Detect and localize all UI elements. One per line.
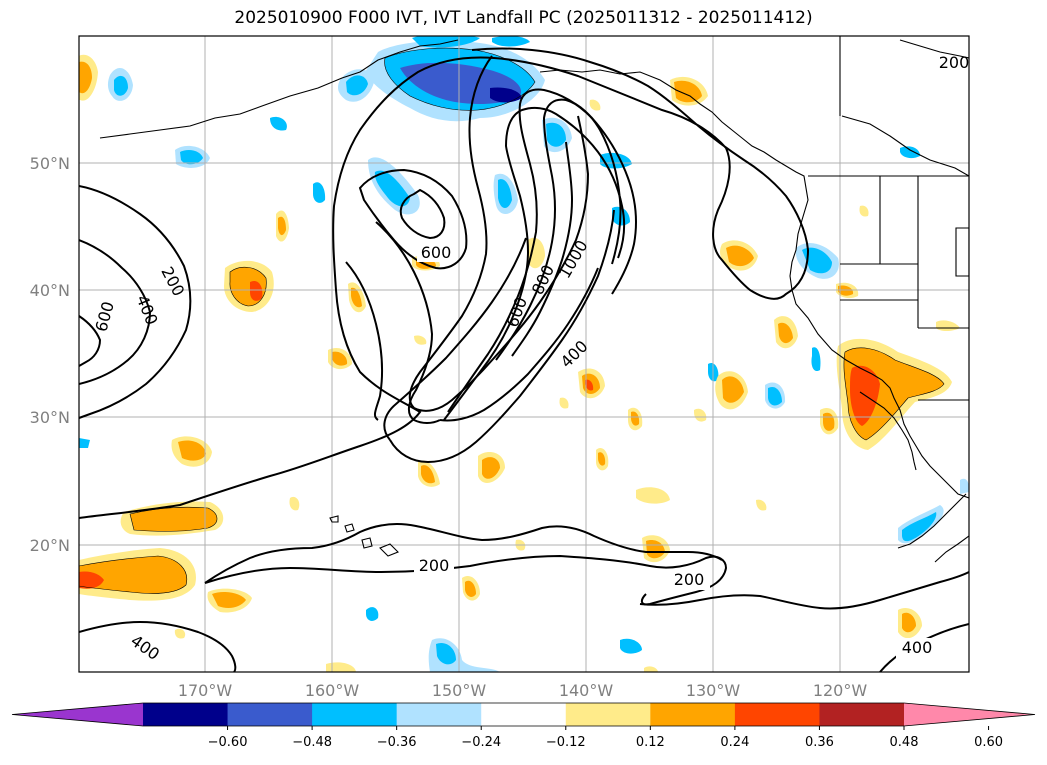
colorbar-box bbox=[650, 703, 736, 726]
gridlines bbox=[79, 36, 969, 672]
lon-label-160w: 160°W bbox=[305, 681, 360, 700]
colorbar: −0.60 −0.48 −0.36 −0.24 −0.12 0.12 0.24 0.36 0.4… bbox=[11, 702, 1036, 750]
map-title: 2025010900 F000 IVT, IVT Landfall PC (20… bbox=[234, 8, 813, 28]
colorbar-tick-label: −0.12 bbox=[546, 735, 586, 750]
colorbar-tick-label: −0.24 bbox=[461, 735, 501, 750]
contour-label-400-d: 400 bbox=[902, 638, 933, 657]
colorbar-box bbox=[312, 703, 398, 726]
colorbar-outline bbox=[11, 702, 1036, 727]
colorbar-box bbox=[734, 703, 820, 726]
pc-outlines bbox=[79, 47, 945, 594]
longitude-labels: 170°W 160°W 150°W 140°W 130°W 120°W bbox=[178, 681, 868, 700]
contour-label-600-a: 600 bbox=[421, 243, 452, 262]
contour-label-200-b: 200 bbox=[419, 556, 450, 575]
colorbar-tick-label: −0.48 bbox=[292, 735, 332, 750]
colorbar-box bbox=[143, 703, 229, 726]
lon-label-120w: 120°W bbox=[813, 681, 868, 700]
latitude-labels: 50°N 40°N 30°N 20°N bbox=[30, 154, 70, 555]
colorbar-box bbox=[819, 703, 905, 726]
colorbar-tick-label: 0.24 bbox=[720, 735, 749, 750]
lon-label-170w: 170°W bbox=[178, 681, 233, 700]
lat-label-30n: 30°N bbox=[30, 408, 70, 427]
lat-label-20n: 20°N bbox=[30, 536, 70, 555]
colorbar-tick-label: 0.12 bbox=[636, 735, 665, 750]
coastlines bbox=[99, 36, 969, 563]
lon-label-130w: 130°W bbox=[686, 681, 741, 700]
contour-label-200-d: 200 bbox=[939, 53, 970, 72]
map-panel bbox=[79, 36, 969, 672]
lat-label-50n: 50°N bbox=[30, 154, 70, 173]
pc-shading bbox=[79, 36, 969, 672]
colorbar-tick-label: 0.60 bbox=[974, 735, 1003, 750]
lon-label-150w: 150°W bbox=[432, 681, 487, 700]
colorbar-box bbox=[565, 703, 651, 726]
contour-label-200-c: 200 bbox=[674, 570, 705, 589]
map-border bbox=[78, 35, 970, 673]
colorbar-extend-low bbox=[12, 703, 143, 726]
colorbar-box bbox=[481, 703, 567, 726]
colorbar-tick-label: −0.36 bbox=[377, 735, 417, 750]
colorbar-tick-label: 0.36 bbox=[805, 735, 834, 750]
colorbar-tick-label: −0.60 bbox=[208, 735, 248, 750]
colorbar-box bbox=[227, 703, 313, 726]
colorbar-extend-high bbox=[904, 703, 1035, 726]
lon-label-140w: 140°W bbox=[559, 681, 614, 700]
colorbar-tick-label: 0.48 bbox=[890, 735, 919, 750]
colorbar-box bbox=[396, 703, 482, 726]
lat-label-40n: 40°N bbox=[30, 281, 70, 300]
